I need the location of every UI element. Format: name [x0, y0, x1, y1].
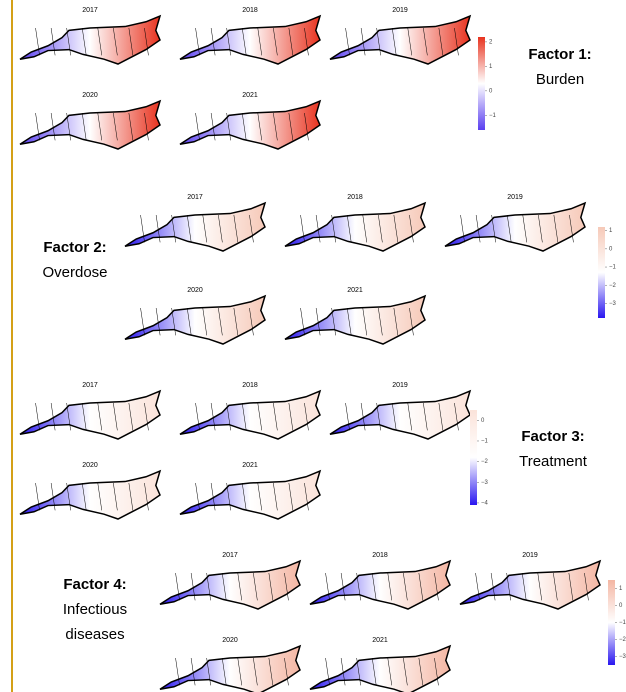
year-label: 2019 [507, 194, 523, 201]
year-label: 2018 [242, 382, 258, 389]
year-label: 2017 [222, 552, 238, 559]
colorbar-tick-label: 0 [489, 88, 493, 94]
colorbar-tick-label: −2 [619, 637, 626, 643]
year-label: 2019 [392, 7, 408, 14]
colorbar-tick-label: 2 [489, 39, 493, 45]
figure: 2017 2018 2019 2020 2021 Factor 1: Burden 2 1 0 −1… [0, 0, 626, 692]
state-map [460, 561, 600, 609]
colorbar [598, 227, 605, 318]
year-label: 2020 [187, 287, 203, 294]
year-label: 2021 [347, 287, 363, 294]
colorbar-tick-label: −2 [481, 459, 489, 465]
state-map [20, 16, 160, 64]
colorbar [608, 580, 615, 665]
factor-subtitle: Burden [536, 71, 584, 88]
state-map [20, 101, 160, 149]
year-label: 2017 [187, 194, 203, 201]
state-map [125, 296, 265, 344]
colorbar-tick-label: 0 [619, 603, 623, 609]
factor-title: Factor 3: [521, 428, 584, 445]
year-label: 2021 [372, 637, 388, 644]
year-label: 2018 [347, 194, 363, 201]
state-map [20, 471, 160, 519]
year-label: 2018 [372, 552, 388, 559]
year-label: 2020 [222, 637, 238, 644]
colorbar-tick-label: 1 [619, 586, 623, 592]
colorbar-tick-label: −1 [481, 439, 489, 445]
state-map [160, 646, 300, 692]
year-label: 2019 [392, 382, 408, 389]
factor-title: Factor 1: [528, 46, 591, 63]
state-map [310, 646, 450, 692]
year-label: 2018 [242, 7, 258, 14]
state-map [160, 561, 300, 609]
colorbar-tick-label: −1 [489, 113, 497, 119]
colorbar-tick-label: −4 [481, 501, 489, 507]
colorbar-tick-label: −1 [609, 265, 617, 271]
year-label: 2019 [522, 552, 538, 559]
colorbar-tick-label: −3 [619, 654, 626, 660]
year-label: 2020 [82, 462, 98, 469]
colorbar [478, 37, 485, 130]
state-map [180, 101, 320, 149]
state-map [20, 391, 160, 439]
state-map [180, 471, 320, 519]
factor-subtitle: Overdose [42, 264, 107, 281]
colorbar-tick-label: −1 [619, 620, 626, 626]
colorbar-tick-label: 0 [609, 246, 613, 252]
factor-title: Factor 4: [63, 576, 126, 593]
year-label: 2017 [82, 7, 98, 14]
year-label: 2021 [242, 92, 258, 99]
factor-title: Factor 2: [43, 239, 106, 256]
colorbar-tick-label: −3 [609, 301, 617, 307]
state-map [330, 391, 470, 439]
colorbar-tick-label: 1 [489, 64, 493, 70]
factor-subtitle: Infectious [63, 601, 127, 618]
state-map [310, 561, 450, 609]
colorbar-tick-label: −3 [481, 480, 489, 486]
year-label: 2020 [82, 92, 98, 99]
colorbar-tick-label: 1 [609, 228, 613, 234]
state-map [445, 203, 585, 251]
year-label: 2021 [242, 462, 258, 469]
factor-subtitle: Treatment [519, 453, 588, 470]
factor-subtitle: diseases [65, 626, 124, 643]
colorbar [470, 410, 477, 505]
state-map [285, 203, 425, 251]
colorbar-tick-label: 0 [481, 418, 485, 424]
state-map [330, 16, 470, 64]
state-map [180, 391, 320, 439]
year-label: 2017 [82, 382, 98, 389]
state-map [285, 296, 425, 344]
state-map [125, 203, 265, 251]
state-map [180, 16, 320, 64]
colorbar-tick-label: −2 [609, 283, 617, 289]
